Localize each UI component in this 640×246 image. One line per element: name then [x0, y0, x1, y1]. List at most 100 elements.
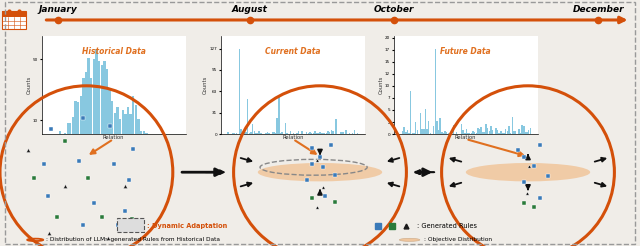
- Bar: [319, 133, 321, 134]
- Bar: [518, 129, 520, 134]
- Bar: [456, 132, 458, 134]
- Bar: [356, 133, 358, 134]
- Bar: [474, 132, 476, 134]
- Bar: [69, 123, 72, 136]
- Bar: [485, 124, 487, 134]
- Bar: [406, 130, 408, 134]
- Bar: [67, 123, 69, 136]
- Bar: [479, 129, 480, 134]
- Bar: [331, 130, 332, 134]
- Bar: [132, 96, 134, 136]
- Bar: [114, 113, 116, 136]
- Bar: [346, 130, 347, 134]
- Bar: [109, 88, 111, 136]
- Bar: [242, 133, 244, 134]
- Text: Historical Data: Historical Data: [82, 47, 145, 57]
- Bar: [285, 123, 286, 134]
- Bar: [423, 129, 424, 134]
- Bar: [250, 132, 252, 134]
- Bar: [234, 133, 236, 134]
- Bar: [417, 130, 418, 134]
- Bar: [61, 134, 63, 136]
- Text: Current Data: Current Data: [265, 47, 321, 57]
- Bar: [444, 131, 446, 134]
- Bar: [402, 131, 403, 134]
- Bar: [499, 133, 500, 134]
- Bar: [463, 130, 464, 134]
- Bar: [119, 119, 122, 136]
- Bar: [526, 132, 528, 134]
- Bar: [435, 48, 436, 134]
- Bar: [138, 119, 140, 136]
- Bar: [98, 61, 100, 136]
- Text: : Objective Distribution: : Objective Distribution: [424, 237, 492, 242]
- Bar: [244, 133, 245, 134]
- Bar: [497, 130, 499, 134]
- Bar: [93, 59, 95, 136]
- Y-axis label: Counts: Counts: [203, 76, 208, 94]
- Bar: [129, 114, 132, 136]
- Bar: [255, 133, 257, 134]
- Bar: [502, 133, 503, 134]
- Bar: [522, 125, 523, 134]
- Bar: [327, 131, 329, 134]
- Bar: [405, 132, 406, 134]
- Bar: [470, 133, 472, 134]
- Bar: [111, 101, 113, 136]
- Bar: [324, 133, 326, 134]
- Bar: [140, 131, 142, 136]
- Bar: [451, 132, 452, 134]
- Bar: [267, 132, 268, 134]
- Bar: [438, 130, 439, 134]
- Bar: [495, 128, 497, 134]
- Bar: [500, 131, 502, 134]
- Bar: [410, 91, 412, 134]
- Bar: [342, 132, 344, 134]
- Bar: [134, 105, 137, 136]
- Bar: [278, 97, 280, 134]
- Bar: [90, 78, 93, 136]
- Text: October: October: [373, 5, 414, 14]
- Bar: [2, 11, 26, 29]
- Text: January: January: [38, 5, 77, 14]
- Text: Future Data: Future Data: [440, 47, 491, 57]
- Bar: [280, 133, 281, 134]
- Bar: [420, 113, 421, 134]
- Bar: [429, 133, 431, 134]
- Text: August: August: [232, 5, 268, 14]
- Bar: [79, 96, 82, 136]
- X-axis label: Relation: Relation: [455, 136, 476, 140]
- Bar: [452, 125, 454, 134]
- Bar: [227, 132, 229, 134]
- Bar: [433, 126, 435, 134]
- Bar: [241, 129, 242, 134]
- Bar: [332, 131, 333, 134]
- Bar: [447, 133, 449, 134]
- Bar: [352, 133, 353, 134]
- Bar: [412, 133, 413, 134]
- Bar: [413, 133, 415, 134]
- Bar: [422, 129, 423, 134]
- Bar: [83, 78, 84, 136]
- Bar: [88, 58, 90, 136]
- Bar: [316, 133, 317, 134]
- Bar: [293, 133, 294, 134]
- Text: : Dynamic Adaptation: : Dynamic Adaptation: [147, 223, 227, 229]
- Bar: [48, 134, 51, 136]
- Bar: [466, 129, 467, 134]
- Bar: [504, 133, 505, 134]
- Bar: [515, 131, 516, 134]
- Text: : Generated Rules: : Generated Rules: [417, 223, 477, 229]
- Bar: [464, 133, 465, 134]
- Bar: [329, 132, 330, 134]
- Bar: [311, 133, 312, 134]
- Bar: [301, 131, 303, 134]
- Bar: [425, 109, 426, 134]
- Bar: [314, 131, 316, 134]
- Bar: [482, 132, 484, 134]
- Bar: [106, 69, 108, 136]
- Bar: [145, 133, 148, 136]
- Bar: [276, 118, 278, 134]
- Bar: [335, 119, 337, 134]
- Bar: [312, 133, 314, 134]
